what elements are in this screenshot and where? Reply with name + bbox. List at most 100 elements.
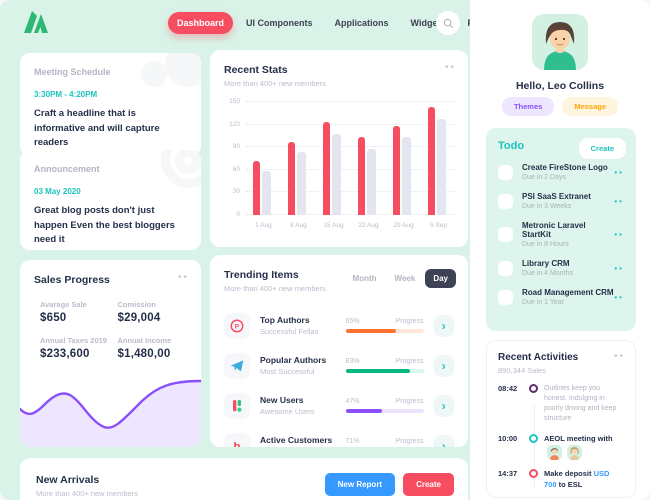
sales-stat: Annual Taxes 2019 $233,600 xyxy=(40,336,107,360)
progress-block: 47% Progress xyxy=(345,398,424,413)
chevron-right-icon[interactable]: › xyxy=(433,314,454,337)
chevron-right-icon[interactable]: › xyxy=(433,354,454,377)
message-button[interactable]: Message xyxy=(562,97,619,116)
activity-text: AEOL meeting with xyxy=(544,434,624,460)
bar-secondary[interactable] xyxy=(262,171,272,215)
tab-month[interactable]: Month xyxy=(345,269,385,288)
card-title: Todo xyxy=(498,140,525,152)
card-title: Announcement xyxy=(34,164,100,174)
trending-row-popular-authors: Popular Authors Most Successful 83% Prog… xyxy=(224,347,454,384)
progress-track xyxy=(345,369,424,373)
bar-secondary[interactable] xyxy=(437,118,447,215)
nav-item-ui-components[interactable]: UI Components xyxy=(237,12,322,34)
bar-primary[interactable] xyxy=(253,160,261,215)
more-menu-icon[interactable]: •• xyxy=(444,62,456,73)
todo-item-metronic-laravel-startkit: Metronic Laravel StartKit Due in 8 Hours… xyxy=(498,221,624,248)
nav-item-dashboard[interactable]: Dashboard xyxy=(168,12,234,34)
item-menu-icon[interactable]: •• xyxy=(614,167,624,177)
todo-checkbox[interactable] xyxy=(498,289,513,305)
y-tick: 120 xyxy=(229,120,240,128)
bar-primary[interactable] xyxy=(323,122,331,215)
tab-day[interactable]: Day xyxy=(425,269,456,288)
bar-group: 22 Aug xyxy=(351,102,386,229)
todo-create-button[interactable]: Create xyxy=(578,138,626,159)
y-tick: 150 xyxy=(229,98,240,105)
bar-secondary[interactable] xyxy=(367,148,377,215)
gridline: 60 xyxy=(233,166,456,173)
bar-secondary[interactable] xyxy=(332,133,342,215)
sales-stat: Avarage Sale $650 xyxy=(40,300,87,324)
meeting-schedule-card: Meeting Schedule 3:30PM - 4:20PM Craft a… xyxy=(20,53,201,156)
search-button[interactable] xyxy=(436,11,460,35)
bar-primary[interactable] xyxy=(358,137,366,215)
item-menu-icon[interactable]: •• xyxy=(614,263,624,273)
nav-item-widgets[interactable]: Widgets xyxy=(402,12,455,34)
timeline-dot xyxy=(529,468,538,478)
user-avatar[interactable] xyxy=(532,14,588,70)
sales-stats-grid: Avarage Sale $650 Comission $29,004 Annu… xyxy=(34,300,187,360)
x-tick: 8 Aug xyxy=(290,222,307,229)
svg-text:P: P xyxy=(235,323,240,330)
new-arrivals-card: New Arrivals More than 400+ new members … xyxy=(20,458,468,500)
todo-checkbox[interactable] xyxy=(498,164,513,180)
tab-week[interactable]: Week xyxy=(387,269,424,288)
bar-group: 8 Aug xyxy=(281,102,316,229)
card-subtitle: More than 400+ new members xyxy=(224,79,326,88)
more-menu-icon[interactable]: •• xyxy=(613,351,625,362)
attendee-avatar-boy[interactable] xyxy=(547,444,562,460)
sales-wave-chart xyxy=(20,375,201,447)
card-subtitle: More than 400+ new members xyxy=(36,489,138,498)
svg-text:b: b xyxy=(234,441,241,448)
recent-stats-card: Recent Stats More than 400+ new members … xyxy=(210,50,468,247)
sales-stat: Comission $29,004 xyxy=(117,300,161,324)
bar-secondary[interactable] xyxy=(297,152,307,215)
gridline: 0 xyxy=(236,211,456,218)
attendee-avatar-girl[interactable] xyxy=(566,444,582,460)
card-title: Recent Activities xyxy=(498,352,579,363)
card-title: Meeting Schedule xyxy=(34,67,111,77)
gridline: 120 xyxy=(229,121,456,128)
themes-button[interactable]: Themes xyxy=(501,97,555,116)
card-title: Trending Items xyxy=(224,269,299,281)
nav-item-applications[interactable]: Applications xyxy=(326,12,398,34)
todo-card: Todo Create Create FireStone Logo Due in… xyxy=(486,128,636,331)
progress-track xyxy=(345,409,424,413)
user-greeting: Hello, Leo Collins xyxy=(515,80,605,92)
bar-secondary[interactable] xyxy=(402,136,412,215)
todo-item-library-crm: Library CRM Due in 4 Months •• xyxy=(498,259,624,277)
bar-chart: 0 30 60 90 120 150 1 Aug 8 Aug 15 Aug 22… xyxy=(229,98,456,229)
item-menu-icon[interactable]: •• xyxy=(614,230,624,239)
decor-ring xyxy=(175,150,201,174)
progress-block: 71% Progress xyxy=(346,438,424,447)
progress-percent: 65% xyxy=(345,318,360,325)
trending-items-card: Trending Items More than 400+ new member… xyxy=(210,255,468,447)
timeline-dot xyxy=(529,433,538,443)
create-button[interactable]: Create xyxy=(403,473,454,496)
bar-primary[interactable] xyxy=(393,126,401,215)
item-menu-icon[interactable]: •• xyxy=(614,292,624,302)
card-subtitle: 890,344 Sales xyxy=(498,366,546,375)
gridline: 90 xyxy=(233,143,456,150)
search-icon xyxy=(443,18,453,28)
new-report-button[interactable]: New Report xyxy=(324,473,396,496)
chevron-right-icon[interactable]: › xyxy=(433,394,454,417)
recent-activities-card: Recent Activities 890,344 Sales •• 08:42… xyxy=(486,340,636,498)
todo-checkbox[interactable] xyxy=(498,260,513,276)
sales-progress-card: Sales Progress •• Avarage Sale $650 Comi… xyxy=(20,260,201,447)
more-menu-icon[interactable]: •• xyxy=(177,272,189,283)
progress-percent: 83% xyxy=(345,358,360,365)
progress-percent: 71% xyxy=(345,438,360,445)
bar-primary[interactable] xyxy=(428,107,436,215)
bar-primary[interactable] xyxy=(288,141,296,215)
app-logo[interactable] xyxy=(22,9,52,35)
todo-checkbox[interactable] xyxy=(498,227,513,242)
progress-label: Progress xyxy=(395,398,424,405)
progress-label: Progress xyxy=(395,358,424,365)
meeting-time: 3:30PM - 4:20PM xyxy=(34,90,98,99)
todo-checkbox[interactable] xyxy=(498,193,513,209)
progress-label: Progress xyxy=(395,438,424,445)
chevron-right-icon[interactable]: › xyxy=(433,434,454,447)
y-tick: 90 xyxy=(232,143,240,151)
avatar-illustration xyxy=(544,22,576,70)
item-menu-icon[interactable]: •• xyxy=(614,196,624,206)
